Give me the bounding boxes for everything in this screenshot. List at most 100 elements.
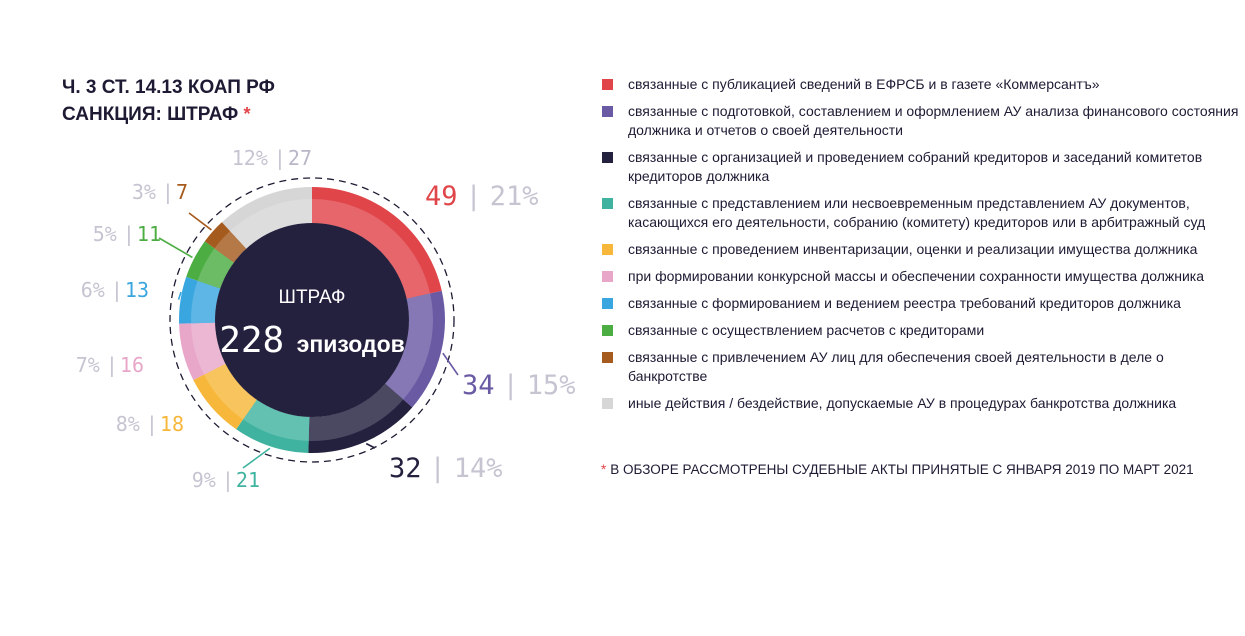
center-total-line: 228 эпизодов (219, 320, 405, 361)
label-separator: | (146, 412, 158, 436)
center-unit: эпизодов (297, 331, 405, 357)
slice-value: 18 (160, 412, 184, 436)
label-separator: | (274, 146, 286, 170)
legend-swatch (602, 106, 613, 117)
legend-swatch (602, 152, 613, 163)
slice-value: 16 (120, 353, 144, 377)
slice-value: 13 (125, 278, 149, 302)
chart-title: Ч. 3 СТ. 14.13 КОАП РФ САНКЦИЯ: ШТРАФ * (62, 74, 275, 128)
slice-label: 6% | 13 (81, 278, 149, 302)
label-connector (177, 291, 182, 300)
donut-slice-inner-band (191, 322, 226, 375)
donut-slice-inner-band (197, 248, 234, 289)
slice-label: 49 | 21% (425, 181, 539, 212)
footnote: * В ОБЗОРЕ РАССМОТРЕНЫ СУДЕБНЫЕ АКТЫ ПРИН… (601, 462, 1194, 477)
slice-label: 12% | 27 (232, 146, 312, 170)
slice-value: 49 (425, 181, 458, 212)
legend-label: связанные с подготовкой, составлением и … (628, 103, 1239, 138)
label-connector (188, 212, 212, 231)
label-separator: | (162, 180, 174, 204)
legend-item: при формировании конкурсной массы и обес… (600, 267, 1240, 286)
label-separator: | (222, 468, 234, 492)
label-separator: | (111, 278, 123, 302)
slice-value: 7 (176, 180, 188, 204)
donut-slice-inner-band (204, 363, 257, 420)
slice-value: 34 (462, 370, 495, 401)
slice-label: 7% | 16 (76, 353, 144, 377)
legend-swatch (602, 198, 613, 209)
legend-label: связанные с проведением инвентаризации, … (628, 241, 1198, 257)
slice-label: 9% | 21 (192, 468, 260, 492)
legend-item: связанные с организацией и проведением с… (600, 148, 1240, 186)
slice-percent: 12% (232, 146, 268, 170)
donut-slice-inner-band (308, 383, 404, 442)
legend-label: иные действия / бездействие, допускаемые… (628, 395, 1177, 411)
legend-label: связанные с осуществлением расчетов с кр… (628, 322, 985, 338)
slice-label: 8% | 18 (116, 412, 184, 436)
title-line-1: Ч. 3 СТ. 14.13 КОАП РФ (62, 77, 275, 98)
legend-label: при формировании конкурсной массы и обес… (628, 268, 1205, 284)
slice-percent: 7% (76, 353, 100, 377)
slice-percent: 6% (81, 278, 105, 302)
legend-item: связанные с проведением инвентаризации, … (600, 240, 1240, 259)
donut-slice-inner-band (312, 199, 431, 299)
slice-percent: 9% (192, 468, 216, 492)
slice-label: 32 | 14% (389, 453, 503, 484)
legend-label: связанные с организацией и проведением с… (628, 149, 1203, 184)
label-connectors (158, 212, 459, 469)
legend-label: связанные с публикацией сведений в ЕФРСБ… (628, 76, 1100, 92)
donut-slice-inner-band (230, 199, 312, 249)
slice-value: 11 (137, 222, 161, 246)
slice-percent: 8% (116, 412, 140, 436)
legend-swatch (602, 398, 613, 409)
legend-item: связанные с осуществлением расчетов с кр… (600, 321, 1240, 340)
legend-label: связанные с формированием и ведением рее… (628, 295, 1181, 311)
title-line-2-text: САНКЦИЯ: ШТРАФ (62, 104, 239, 125)
label-separator: | (466, 181, 482, 212)
donut-slices (179, 187, 445, 453)
legend-item: связанные с формированием и ведением рее… (600, 294, 1240, 313)
label-separator: | (503, 370, 519, 401)
donut-slice-inner-band (243, 399, 310, 441)
dashed-outer-ring (169, 177, 455, 463)
donut-slice-inner-band (385, 293, 433, 400)
label-separator: | (123, 222, 135, 246)
donut-slice-inner-band (214, 230, 247, 263)
slice-percent: 15% (527, 370, 576, 401)
slice-label: 5% | 11 (93, 222, 161, 246)
slice-value: 21 (236, 468, 260, 492)
donut-center (215, 223, 409, 417)
label-connector (365, 442, 376, 449)
legend-swatch (602, 325, 613, 336)
center-total: 228 (219, 320, 284, 361)
legend: связанные с публикацией сведений в ЕФРСБ… (600, 75, 1240, 421)
slice-value: 32 (389, 453, 422, 484)
legend-item: связанные с привлечением АУ лиц для обес… (600, 348, 1240, 386)
legend-swatch (602, 79, 613, 90)
slice-value: 27 (288, 146, 312, 170)
slice-percent: 5% (93, 222, 117, 246)
legend-swatch (602, 271, 613, 282)
slice-label: 3% | 7 (132, 180, 188, 204)
label-connector (442, 352, 459, 376)
title-line-2: САНКЦИЯ: ШТРАФ * (62, 101, 275, 128)
slice-labels: 49 | 21%34 | 15%32 | 14%9% | 218% | 187% | 166% | 135%… (76, 146, 576, 492)
slice-percent: 3% (132, 180, 156, 204)
legend-swatch (602, 298, 613, 309)
slice-percent: 14% (454, 453, 503, 484)
legend-swatch (602, 244, 613, 255)
donut-slice-inner-band (191, 280, 221, 324)
legend-item: иные действия / бездействие, допускаемые… (600, 394, 1240, 413)
slice-label: 34 | 15% (462, 370, 576, 401)
legend-swatch (602, 352, 613, 363)
title-asterisk: * (243, 104, 251, 124)
label-separator: | (106, 353, 118, 377)
footnote-asterisk: * (601, 462, 607, 477)
label-separator: | (430, 453, 446, 484)
legend-item: связанные с подготовкой, составлением и … (600, 102, 1240, 140)
slice-percent: 21% (490, 181, 539, 212)
legend-item: связанные с представлением или несвоевре… (600, 194, 1240, 232)
label-connector (158, 237, 193, 259)
legend-label: связанные с представлением или несвоевре… (628, 195, 1206, 230)
